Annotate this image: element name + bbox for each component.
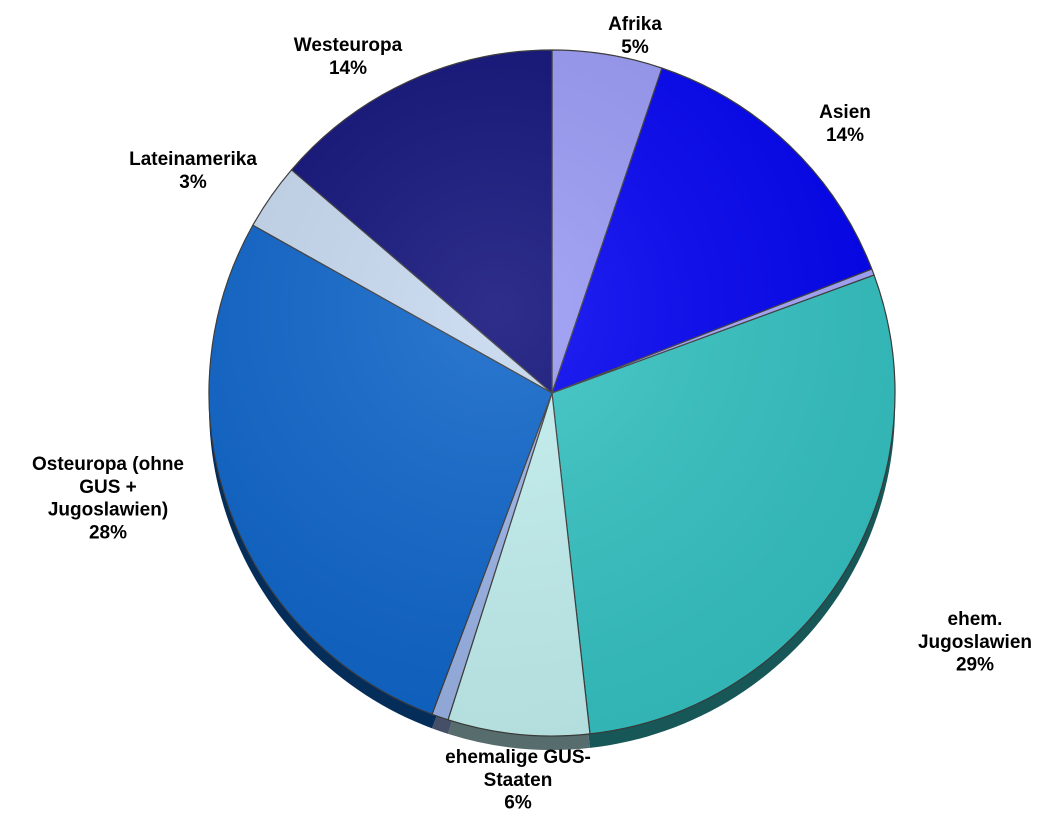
pie-label-line: 5% <box>621 37 649 58</box>
pie-label-ehem-jugoslawien: ehem. Jugoslawien 29% <box>918 609 1032 676</box>
pie-label-osteuropa-ohne-gus-jugoslawien: Osteuropa (ohne GUS + Jugoslawien) 28% <box>32 454 184 543</box>
pie-slices <box>208 49 896 737</box>
pie-labels: Afrika 5%Asien 14%ehem. Jugoslawien 29%ehema… <box>32 14 1032 814</box>
pie-label-ehemalige-gus-staaten: ehemalige GUS-Staaten 6% <box>445 747 591 814</box>
pie-label-line: GUS + <box>79 477 137 498</box>
pie-label-line: Osteuropa (ohne <box>32 454 184 475</box>
pie-label-line: Afrika <box>608 14 662 35</box>
pie-label-line: 3% <box>179 172 207 193</box>
pie-label-line: 14% <box>329 58 367 79</box>
pie-label-line: Westeuropa <box>294 35 403 56</box>
pie-label-line: 29% <box>956 655 994 676</box>
pie-label-line: ehem. <box>948 609 1003 630</box>
pie-label-westeuropa: Westeuropa 14% <box>294 35 403 79</box>
pie-label-line: Jugoslawien <box>918 632 1032 653</box>
pie-label-line: 6% <box>504 793 532 814</box>
pie-label-line: Jugoslawien) <box>48 500 168 521</box>
pie-label-line: Staaten <box>484 770 553 791</box>
pie-label-afrika: Afrika 5% <box>608 14 662 58</box>
pie-label-line: 28% <box>89 522 127 543</box>
pie-label-line: Asien <box>819 102 871 123</box>
pie-label-asien: Asien 14% <box>819 102 871 146</box>
pie-label-line: 14% <box>826 125 864 146</box>
pie-label-line: ehemalige GUS- <box>445 747 591 768</box>
pie-label-line: Lateinamerika <box>129 149 257 170</box>
pie-label-lateinamerika: Lateinamerika 3% <box>129 149 257 193</box>
